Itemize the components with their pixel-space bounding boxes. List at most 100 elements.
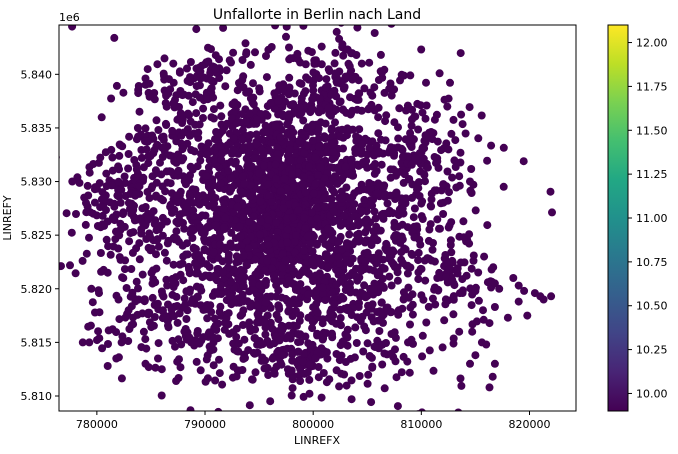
- scatter-point: [338, 40, 347, 49]
- scatter-point: [289, 128, 298, 137]
- scatter-point: [382, 239, 391, 248]
- scatter-point: [227, 185, 236, 193]
- scatter-point: [361, 293, 370, 302]
- scatter-point: [227, 277, 236, 286]
- scatter-point: [438, 343, 447, 352]
- scatter-point: [335, 356, 344, 365]
- scatter-point: [365, 265, 374, 274]
- scatter-point: [449, 292, 458, 301]
- scatter-point: [202, 355, 211, 364]
- scatter-point: [82, 249, 91, 258]
- scatter-point: [406, 129, 415, 138]
- scatter-point: [282, 184, 291, 193]
- scatter-point: [458, 120, 467, 129]
- scatter-point: [232, 372, 241, 381]
- scatter-point: [258, 340, 267, 349]
- scatter-point: [245, 217, 254, 226]
- scatter-point: [320, 202, 329, 211]
- scatter-point: [97, 267, 106, 276]
- scatter-point: [124, 150, 133, 158]
- scatter-point: [308, 257, 317, 266]
- scatter-point: [352, 230, 361, 239]
- scatter-point: [251, 368, 260, 377]
- scatter-point: [200, 234, 209, 243]
- scatter-point: [390, 233, 399, 242]
- scatter-point: [280, 174, 289, 183]
- scatter-point: [430, 115, 439, 124]
- scatter-point: [198, 211, 207, 220]
- scatter-point: [239, 251, 248, 260]
- y-axis-offset-label: 1e6: [59, 11, 80, 24]
- scatter-point: [380, 384, 389, 393]
- scatter-point: [240, 335, 249, 344]
- scatter-point: [252, 130, 261, 139]
- scatter-point: [442, 273, 450, 282]
- scatter-point: [156, 194, 165, 203]
- scatter-point: [385, 249, 394, 258]
- scatter-point: [229, 134, 238, 143]
- scatter-point: [369, 317, 378, 326]
- scatter-point: [324, 263, 333, 272]
- scatter-point: [312, 214, 321, 223]
- colorbar-gradient: [608, 25, 628, 411]
- scatter-point: [361, 228, 370, 237]
- scatter-point: [130, 156, 139, 164]
- scatter-point: [153, 60, 162, 69]
- scatter-point: [365, 144, 374, 152]
- scatter-point: [122, 284, 131, 292]
- scatter-point: [84, 191, 93, 200]
- scatter-point: [330, 294, 339, 303]
- scatter-point: [242, 48, 251, 57]
- scatter-point: [162, 91, 171, 100]
- scatter-point: [376, 50, 385, 59]
- scatter-point: [374, 103, 383, 112]
- scatter-point: [101, 148, 110, 157]
- scatter-point: [333, 179, 342, 188]
- scatter-point: [100, 195, 109, 204]
- scatter-point: [337, 194, 346, 203]
- scatter-point: [362, 157, 371, 165]
- scatter-point: [308, 136, 317, 145]
- scatter-point: [466, 186, 475, 195]
- scatter-point: [185, 265, 193, 274]
- scatter-point: [391, 189, 400, 198]
- scatter-point: [135, 182, 144, 191]
- scatter-point: [271, 160, 280, 169]
- scatter-point: [251, 48, 259, 57]
- scatter-point: [144, 308, 153, 317]
- scatter-point: [390, 223, 399, 232]
- scatter-point: [143, 137, 152, 146]
- scatter-point: [268, 324, 277, 333]
- scatter-point: [396, 76, 404, 85]
- scatter-point: [134, 89, 143, 98]
- scatter-point: [426, 220, 435, 229]
- scatter-point: [283, 225, 292, 234]
- scatter-point: [160, 54, 169, 63]
- scatter-point: [91, 183, 100, 192]
- scatter-point: [246, 323, 254, 332]
- scatter-point: [141, 124, 150, 133]
- scatter-point: [98, 211, 107, 220]
- scatter-point: [358, 207, 367, 216]
- scatter-point: [233, 243, 242, 252]
- scatter-point: [253, 115, 261, 124]
- scatter-point: [132, 277, 141, 286]
- scatter-point: [342, 381, 351, 390]
- scatter-point: [228, 208, 237, 217]
- scatter-point: [295, 79, 304, 88]
- scatter-point: [457, 381, 466, 390]
- scatter-point: [454, 408, 463, 411]
- scatter-point: [152, 169, 161, 177]
- scatter-point: [313, 329, 322, 338]
- scatter-point: [509, 274, 518, 282]
- scatter-point: [183, 203, 192, 212]
- scatter-point: [397, 144, 406, 153]
- scatter-point: [93, 336, 101, 345]
- scatter-point: [357, 266, 366, 275]
- scatter-point: [414, 125, 423, 134]
- scatter-point: [285, 276, 294, 285]
- scatter-point: [380, 264, 389, 273]
- scatter-point: [210, 273, 219, 282]
- scatter-point: [226, 239, 235, 248]
- scatter-point: [148, 131, 157, 140]
